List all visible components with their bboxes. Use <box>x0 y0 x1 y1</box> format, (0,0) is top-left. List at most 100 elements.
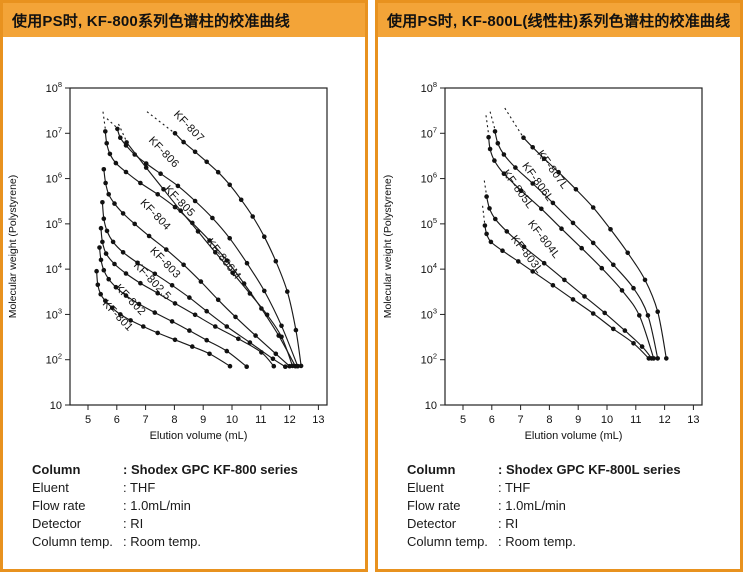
data-point <box>573 187 579 192</box>
data-point <box>104 141 109 146</box>
data-point <box>146 233 152 239</box>
spec-label: Flow rate <box>407 498 461 513</box>
data-point <box>169 283 175 288</box>
y-tick-label: 108 <box>421 80 437 95</box>
data-point <box>631 285 636 291</box>
data-point <box>123 293 129 298</box>
data-point <box>164 247 169 252</box>
data-point <box>118 312 123 317</box>
data-point <box>590 311 596 316</box>
x-tick-label: 12 <box>283 414 295 426</box>
data-point <box>192 198 198 204</box>
curve-kf-806: KF-806 <box>106 118 301 369</box>
data-point <box>101 216 107 221</box>
data-point <box>492 129 498 134</box>
data-point <box>293 327 299 333</box>
x-tick-label: 11 <box>255 414 266 426</box>
x-tick-label: 9 <box>575 414 581 426</box>
x-tick-label: 6 <box>489 414 495 426</box>
data-point <box>155 192 160 197</box>
spec-label: Eluent <box>407 480 444 495</box>
data-point <box>550 283 556 288</box>
data-point <box>238 197 244 203</box>
data-point <box>233 314 238 320</box>
data-point <box>486 134 491 140</box>
data-point <box>487 206 492 211</box>
data-point <box>518 188 524 193</box>
data-point <box>236 336 241 342</box>
data-point <box>602 310 607 316</box>
data-point <box>155 330 160 336</box>
data-point <box>224 258 230 263</box>
y-tick-label: 10 <box>425 400 437 412</box>
curve-kf-803l: KF-803L <box>482 205 652 361</box>
data-point <box>556 169 561 175</box>
y-axis-title: Molecular weight (Polystyrene) <box>382 175 394 319</box>
spec-row-flow-rate: Flow rate: 1.0mL/min <box>32 497 298 515</box>
data-point <box>103 298 108 304</box>
data-point <box>215 169 221 175</box>
data-point <box>504 229 510 234</box>
x-tick-label: 8 <box>171 414 177 426</box>
data-point <box>158 171 163 176</box>
data-point <box>530 145 535 150</box>
data-point <box>124 140 129 145</box>
curve-dashed-extension <box>146 111 176 134</box>
data-point <box>175 183 181 189</box>
x-axis: 5 6 7 8 9 10 11 12 13 Elution volume (mL) <box>85 405 325 442</box>
data-point <box>169 319 175 324</box>
data-point <box>143 165 149 170</box>
panel-title-bar-kf800: 使用PS时, KF-800系列色谱柱的校准曲线 <box>3 3 365 37</box>
data-point <box>215 297 221 303</box>
data-point <box>138 280 143 286</box>
data-point <box>113 284 119 290</box>
data-point <box>631 341 636 346</box>
data-point <box>488 239 494 245</box>
x-tick-label: 6 <box>114 414 120 426</box>
spec-label: Detector <box>407 516 457 531</box>
data-point <box>539 206 544 212</box>
data-point <box>530 269 535 274</box>
data-point <box>136 301 142 307</box>
data-point <box>619 288 625 293</box>
data-point <box>298 363 304 369</box>
data-point <box>192 149 198 155</box>
spec-value: : RI <box>498 516 519 531</box>
data-point <box>639 344 645 349</box>
panel-title-kf800: 使用PS时, KF-800系列色谱柱的校准曲线 <box>12 12 290 30</box>
spec-label: Flow rate <box>32 498 86 513</box>
data-point <box>271 363 277 369</box>
data-point <box>570 297 576 302</box>
spec-value: : Room temp. <box>123 534 202 549</box>
data-point <box>500 248 505 253</box>
data-point <box>190 344 195 349</box>
data-point <box>213 324 218 329</box>
spec-label: Eluent <box>32 480 69 495</box>
data-point <box>112 261 117 267</box>
curve-dashed-extension <box>504 107 524 138</box>
data-point <box>210 215 215 221</box>
data-point <box>227 363 233 369</box>
data-point <box>262 288 267 294</box>
data-point <box>290 363 295 369</box>
curve-dashed-extension <box>485 115 490 138</box>
data-point <box>521 244 527 250</box>
data-point <box>132 152 137 157</box>
curve-dashed-extension <box>482 205 486 226</box>
data-point <box>501 152 507 157</box>
y-axis: 108 107 106 105 104 103 102 10 Molecular weight … <box>382 80 445 412</box>
curve-dashed-extension <box>118 123 128 143</box>
data-point <box>155 290 160 296</box>
data-point <box>253 333 258 338</box>
data-point <box>224 324 230 329</box>
curve-kf-803: KF-803 <box>100 200 288 370</box>
x-tick-label: 10 <box>226 414 238 426</box>
y-tick-label: 104 <box>421 261 437 276</box>
data-point <box>138 180 143 186</box>
data-point <box>128 318 133 323</box>
curve-line <box>484 225 650 359</box>
data-point <box>141 324 146 329</box>
data-point <box>152 310 158 315</box>
